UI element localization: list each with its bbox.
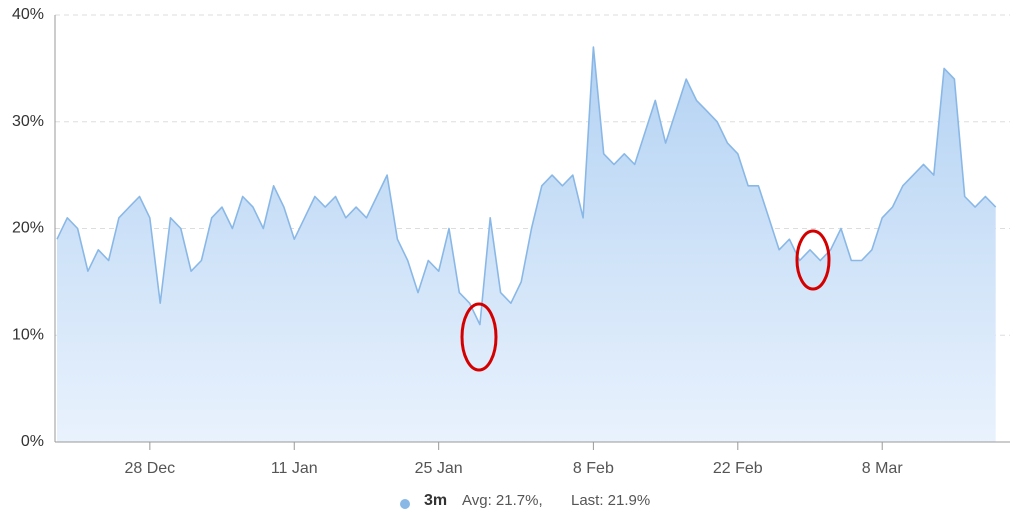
- x-tick-label: 28 Dec: [124, 460, 175, 477]
- y-tick-label: 20%: [12, 220, 44, 237]
- area: [57, 47, 996, 442]
- x-tick-label: 25 Jan: [415, 460, 463, 477]
- line: [56, 46, 997, 326]
- legend: 3m Avg: 21.7%, Last: 21.9%: [400, 492, 650, 509]
- y-tick-label: 30%: [12, 113, 44, 130]
- legend-label: 3m: [424, 492, 447, 509]
- legend-marker: [400, 499, 410, 509]
- y-tick-label: 0%: [21, 433, 44, 450]
- plot: [56, 46, 997, 442]
- highlight-circle: [795, 229, 831, 291]
- highlight-circle: [460, 302, 498, 372]
- x-tick-label: 8 Feb: [573, 460, 614, 477]
- x-tick-label: 22 Feb: [713, 460, 763, 477]
- x-tick-label: 11 Jan: [271, 460, 318, 477]
- x-tick-label: 8 Mar: [862, 460, 904, 477]
- y-tick-label: 40%: [12, 6, 44, 23]
- y-tick-label: 10%: [12, 326, 44, 343]
- legend-stat: Last: 21.9%: [571, 492, 650, 509]
- legend-stat: Avg: 21.7%,: [462, 492, 543, 509]
